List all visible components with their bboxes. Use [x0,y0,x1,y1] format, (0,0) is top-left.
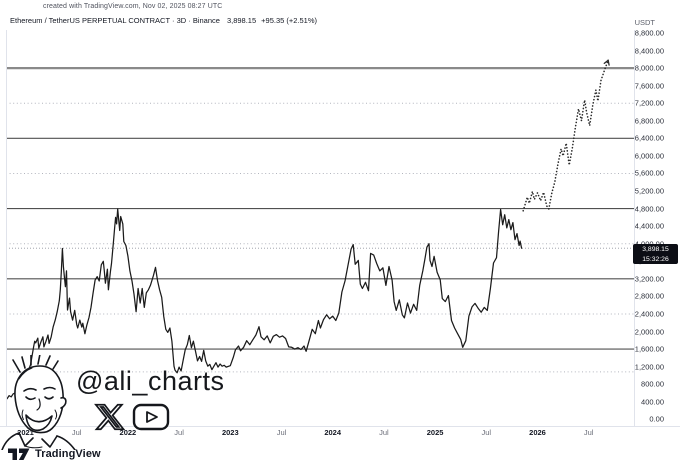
watermark-handle: @ali_charts [76,366,225,396]
time-scale-border [0,426,680,427]
current-price-value: 3,898.15 [642,246,669,253]
last-price: 3,898.15 [226,16,257,25]
time-tick-label: 2021 [17,428,34,437]
price-tick-label: 6,400.00 [634,133,664,143]
time-tick-label: Jul [583,428,594,437]
tradingview-mark-icon [8,448,30,460]
bar-countdown: 15:32:26 [642,255,669,263]
time-tick-label: Jul [276,428,287,437]
price-scale-border [634,30,635,426]
time-tick-label: Jul [481,428,492,437]
time-tick-label: Jul [174,428,184,437]
symbol-title: Ethereum / TetherUS PERPETUAL CONTRACT ·… [10,16,220,25]
price-tick-label: 1,600.00 [634,344,664,354]
price-tick-label: 400.00 [641,397,664,407]
time-tick-label: Jul [379,428,389,437]
price-tick-label: 2,800.00 [634,291,664,301]
price-tick-label: 7,600.00 [634,81,664,91]
price-tick-label: 4,000.00 [635,239,664,248]
price-tick-label: 8,000.00 [634,63,664,73]
created-note: created with TradingView.com, Nov 02, 20… [43,3,223,10]
tradingview-logo[interactable]: TradingView [8,447,101,461]
youtube-icon [132,403,170,431]
ali-face-sketch [1,355,76,450]
price-tick-label: 1,200.00 [634,362,664,372]
time-tick-label: 2026 [529,428,546,437]
price-tick-label: 2,000.00 [634,327,664,336]
time-tick-label: Jul [71,428,82,437]
price-change: +95.35 (+2.51%) [261,16,318,25]
time-tick-label: 2024 [324,428,342,437]
price-tick-label: 3,200.00 [634,274,664,284]
price-tick-label: 0.00 [649,414,664,424]
current-price-label: 3,898.15 15:32:26 [633,244,678,264]
price-tick-label: 5,600.00 [634,168,664,178]
price-tick-label: 4,400.00 [634,221,664,231]
price-tick-label: 2,400.00 [634,309,664,319]
price-tick-label: 6,000.00 [634,151,664,161]
plot-left-border [6,30,7,426]
time-tick-label: 2025 [426,428,444,437]
price-tick-label: 7,200.00 [634,98,664,108]
price-tick-label: 6,800.00 [634,116,664,126]
x-twitter-icon [94,403,125,431]
currency-label: USDT [634,18,655,27]
tradingview-logo-text: TradingView [35,448,101,460]
symbol-header: Ethereum / TetherUS PERPETUAL CONTRACT ·… [10,16,317,25]
time-tick-label: 2023 [221,428,239,437]
price-tick-label: 800.00 [641,379,664,389]
price-tick-label: 4,800.00 [634,204,664,214]
time-tick-label: 2022 [119,428,137,437]
price-tick-label: 5,200.00 [634,186,664,196]
price-tick-label: 8,400.00 [634,46,664,56]
price-tick-label: 8,800.00 [634,28,664,38]
